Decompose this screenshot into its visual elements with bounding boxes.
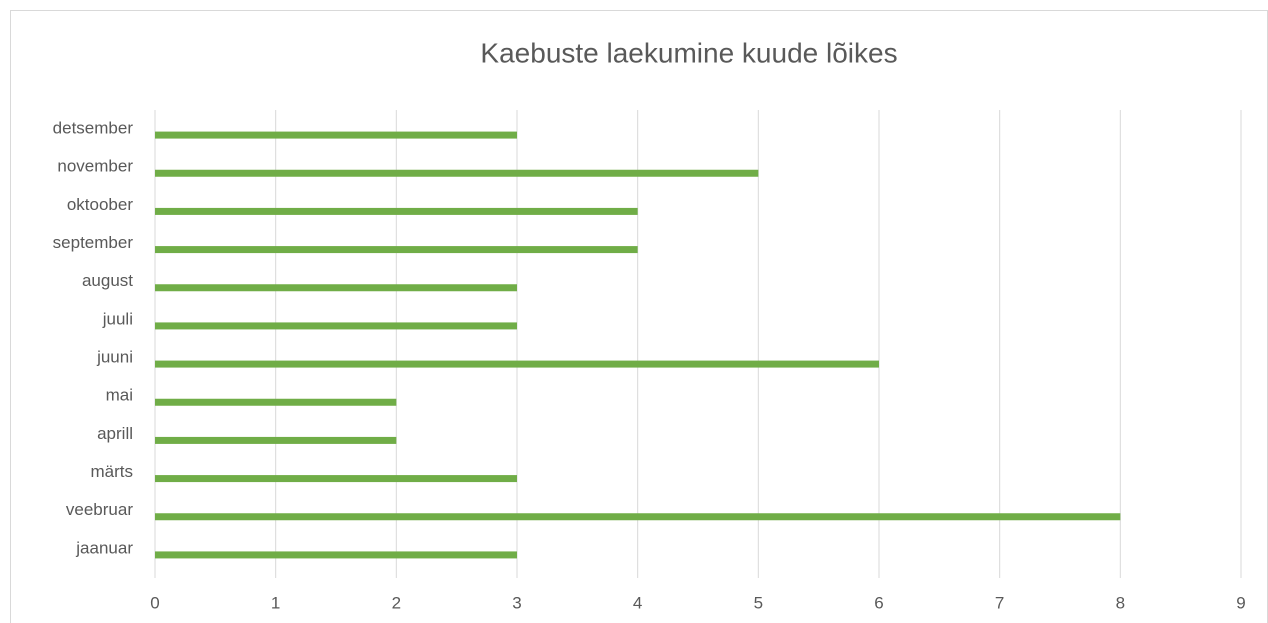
- x-tick-label: 7: [995, 593, 1004, 612]
- x-tick-label: 9: [1236, 593, 1245, 612]
- y-tick-label: jaanuar: [75, 538, 133, 557]
- x-tick-label: 2: [392, 593, 401, 612]
- bar: [155, 169, 759, 177]
- y-tick-label: märts: [91, 462, 134, 481]
- x-tick-label: 0: [150, 593, 159, 612]
- bar: [155, 475, 517, 483]
- bar: [155, 513, 1121, 521]
- x-tick-label: 1: [271, 593, 280, 612]
- bar: [155, 131, 517, 139]
- bar: [155, 551, 517, 559]
- y-tick-label: november: [57, 157, 133, 176]
- y-tick-label: veebruar: [66, 500, 133, 519]
- x-tick-label: 4: [633, 593, 642, 612]
- y-tick-label: juuni: [96, 348, 133, 367]
- y-tick-label: september: [53, 233, 134, 252]
- y-tick-label: juuli: [102, 309, 133, 328]
- y-tick-label: aprill: [97, 424, 133, 443]
- chart-title: Kaebuste laekumine kuude lõikes: [480, 37, 897, 68]
- bar: [155, 322, 517, 330]
- y-tick-label: detsember: [53, 119, 134, 138]
- chart-frame: [10, 10, 1268, 623]
- x-tick-label: 6: [874, 593, 883, 612]
- y-tick-label: august: [82, 271, 133, 290]
- bar: [155, 284, 517, 292]
- bar: [155, 246, 638, 254]
- x-tick-label: 8: [1116, 593, 1125, 612]
- y-tick-label: mai: [106, 386, 133, 405]
- x-tick-label: 3: [512, 593, 521, 612]
- bar: [155, 398, 397, 406]
- y-tick-label: oktoober: [67, 195, 133, 214]
- bar: [155, 436, 397, 444]
- x-tick-label: 5: [754, 593, 763, 612]
- bar: [155, 207, 638, 215]
- bar: [155, 360, 879, 368]
